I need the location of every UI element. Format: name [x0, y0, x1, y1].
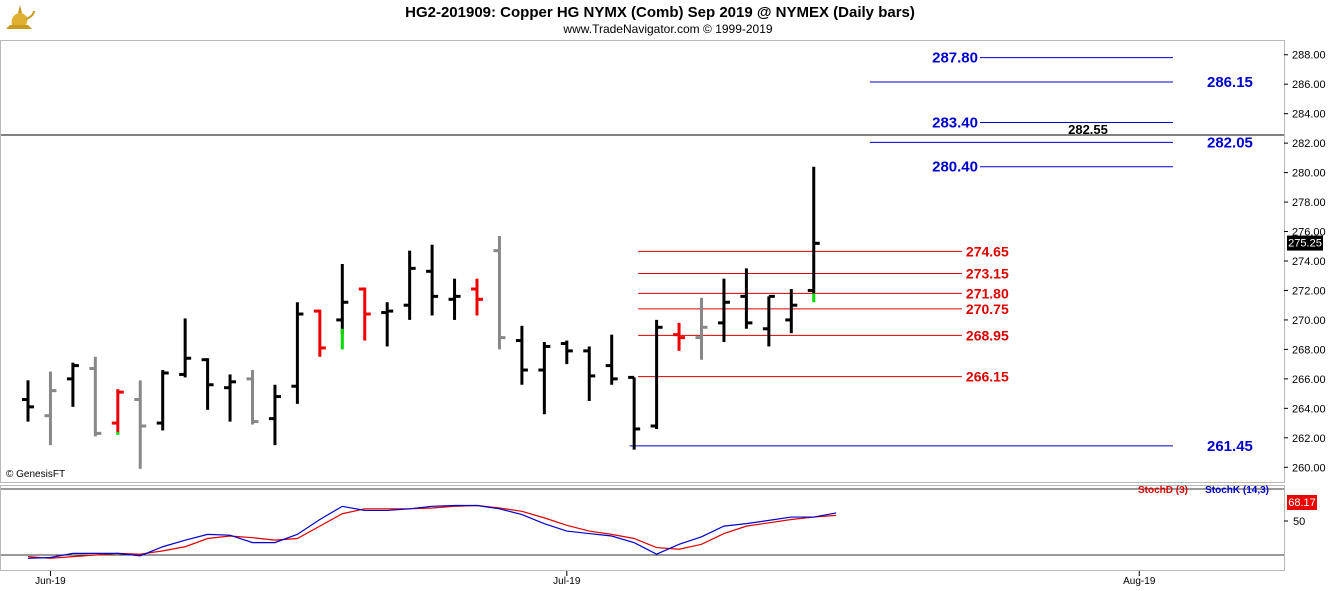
ohlc-bar	[224, 374, 237, 422]
price-tick-label: 264.00	[1292, 403, 1326, 415]
ohlc-bar	[560, 340, 573, 365]
price-tick-label: 286.00	[1292, 79, 1326, 91]
ohlc-bar	[538, 342, 551, 415]
ohlc-bar	[201, 358, 214, 410]
price-bars	[22, 166, 820, 469]
genie-lamp-icon[interactable]	[6, 5, 35, 29]
price-tick-label: 270.00	[1292, 315, 1326, 327]
price-tick-label: 268.00	[1292, 344, 1326, 356]
red-level-label: 270.75	[966, 301, 1009, 317]
ohlc-bar	[650, 319, 663, 429]
ohlc-bar	[673, 322, 686, 351]
ohlc-bar	[179, 318, 192, 378]
ohlc-bar	[66, 362, 79, 407]
level-lines: 282.55 287.80 286.15 283.40 282.05 280.40 261.…	[1, 50, 1284, 455]
last-price-box	[1287, 235, 1323, 251]
red-level-label: 271.80	[966, 285, 1009, 301]
ohlc-bar	[695, 297, 708, 360]
price-tick-label: 282.00	[1292, 138, 1326, 150]
ohlc-bar	[134, 380, 147, 469]
price-tick-label: 274.00	[1292, 256, 1326, 268]
price-tick-label: 284.00	[1292, 109, 1326, 121]
ohlc-bar	[381, 302, 394, 347]
ohlc-bar	[740, 268, 753, 329]
price-tick-label: 288.00	[1292, 50, 1326, 62]
ohlc-bar	[268, 384, 281, 446]
price-tick-label: 262.00	[1292, 433, 1326, 445]
date-axis: Jun-19 Jul-19 Aug-19	[35, 571, 1156, 587]
stochastic-tick-label-50: 50	[1293, 516, 1305, 528]
stochastic-d-line	[27, 504, 837, 559]
date-tick-label: Jun-19	[35, 576, 66, 587]
ohlc-bar	[785, 288, 798, 334]
last-price-label: 275.25	[1288, 238, 1322, 250]
ohlc-bar	[628, 375, 641, 450]
stochastic-panel-frame	[0, 485, 1285, 571]
price-tick-label: 272.00	[1292, 285, 1326, 297]
ohlc-bar	[22, 380, 34, 422]
ohlc-bar	[471, 278, 483, 316]
ohlc-bar	[111, 389, 124, 434]
ohlc-bar	[336, 263, 349, 335]
horizontal-line-label: 282.55	[1068, 122, 1108, 137]
fib-level-label: 261.45	[1207, 438, 1253, 455]
ohlc-bar	[605, 334, 618, 385]
ohlc-bar	[426, 244, 439, 316]
red-level-label: 273.15	[966, 266, 1009, 282]
fib-level-label: 287.80	[932, 50, 978, 67]
ohlc-bar	[313, 309, 326, 357]
fib-level-label: 286.15	[1207, 74, 1253, 91]
fib-level-label: 282.05	[1207, 134, 1253, 151]
price-tick-label: 266.00	[1292, 374, 1326, 386]
ohlc-bar	[358, 287, 371, 341]
price-tick-label: 260.00	[1292, 462, 1326, 474]
price-axis: 260.00 262.00 264.00 266.00 268.00 270.00 272.…	[1284, 50, 1326, 474]
ohlc-bar	[156, 370, 169, 431]
chart-title: HG2-201909: Copper HG NYMX (Comb) Sep 20…	[405, 4, 915, 21]
ohlc-bar	[762, 294, 775, 347]
price-panel: 260.00 262.00 264.00 266.00 268.00 270.00 272.…	[0, 40, 1326, 483]
genesis-credit: © GenesisFT	[6, 469, 65, 480]
stochastic-last-box	[1287, 495, 1317, 510]
stochastic-last-value: 68.17	[1288, 497, 1316, 509]
ohlc-bar	[448, 278, 461, 320]
red-level-label: 268.95	[966, 327, 1009, 343]
price-tick-label: 280.00	[1292, 168, 1326, 180]
ohlc-bar	[807, 166, 820, 294]
ohlc-bar	[246, 370, 259, 425]
ohlc-bar	[583, 346, 596, 401]
chart-subtitle: www.TradeNavigator.com © 1999-2019	[562, 22, 772, 36]
price-tick-label: 278.00	[1292, 197, 1326, 209]
date-tick-label: Aug-19	[1123, 576, 1156, 587]
price-tick-label: 276.00	[1292, 227, 1326, 239]
red-level-label: 266.15	[966, 369, 1009, 385]
ohlc-bar	[291, 302, 304, 404]
ohlc-bar	[515, 325, 528, 385]
ohlc-bar	[493, 235, 506, 350]
stochastic-d-legend: StochD (3)	[1138, 485, 1188, 496]
ohlc-bar	[89, 356, 102, 437]
red-level-label: 274.65	[966, 243, 1009, 259]
last-price-badge: 275.25	[1287, 235, 1323, 251]
ohlc-bar	[403, 250, 416, 320]
fib-level-label: 283.40	[932, 115, 978, 132]
stochastic-panel: StochD (3) StochK (14,3) 50 68.17	[0, 485, 1317, 571]
stochastic-k-legend: StochK (14,3)	[1205, 485, 1269, 496]
date-tick-label: Jul-19	[553, 576, 581, 587]
fib-level-label: 280.40	[932, 159, 978, 176]
stochastic-k-line	[27, 504, 837, 559]
ohlc-bar	[717, 278, 730, 343]
ohlc-bar	[44, 371, 57, 446]
